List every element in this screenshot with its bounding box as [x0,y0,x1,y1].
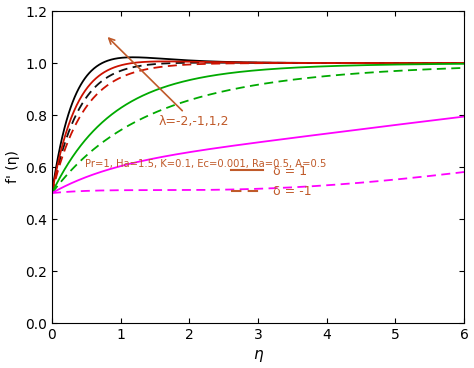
Text: Pr=1, Ha=1.5, K=0.1, Ec=0.001, Ra=0.5, A=0.5: Pr=1, Ha=1.5, K=0.1, Ec=0.001, Ra=0.5, A… [85,159,326,169]
Legend: δ = 1, δ = -1: δ = 1, δ = -1 [231,165,311,198]
Y-axis label: f' (η): f' (η) [6,151,19,184]
Text: λ=-2,-1,1,2: λ=-2,-1,1,2 [109,38,229,128]
X-axis label: η: η [253,347,263,362]
